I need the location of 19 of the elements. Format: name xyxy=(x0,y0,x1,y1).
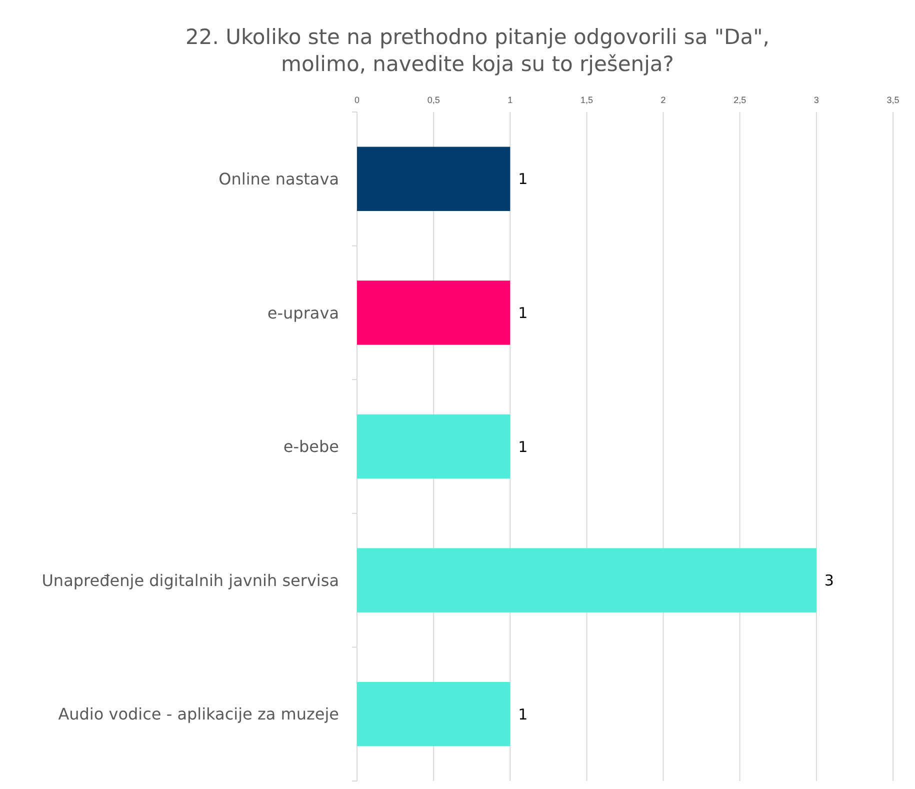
y-tick-label: Unapređenje digitalnih javnih servisa xyxy=(42,570,339,590)
data-label: 1 xyxy=(518,304,528,322)
x-tick-label: 3,5 xyxy=(886,95,900,105)
chart-title: 22. Ukoliko ste na prethodno pitanje odgovorili sa "Da", molimo, navedite koja su to rješenja? xyxy=(186,25,770,76)
data-label: 1 xyxy=(518,705,528,724)
y-tick-label: e-uprava xyxy=(267,303,339,322)
x-tick-label: 2,5 xyxy=(734,95,746,105)
x-tick-label: 0,5 xyxy=(427,95,440,105)
y-tick-label: Online nastava xyxy=(218,170,339,188)
x-tick-label: 1 xyxy=(508,95,513,105)
data-label: 3 xyxy=(824,572,834,590)
y-tick-label: Audio vodice - aplikacije za muzeje xyxy=(58,704,339,724)
x-tick-label: 0 xyxy=(354,95,360,105)
data-label: 1 xyxy=(518,170,528,188)
y-tick-label: e-bebe xyxy=(283,437,339,456)
x-tick-label: 1,5 xyxy=(580,95,593,105)
x-tick-label: 2 xyxy=(660,95,666,105)
x-tick-label: 3 xyxy=(814,95,819,105)
data-label: 1 xyxy=(518,438,528,456)
